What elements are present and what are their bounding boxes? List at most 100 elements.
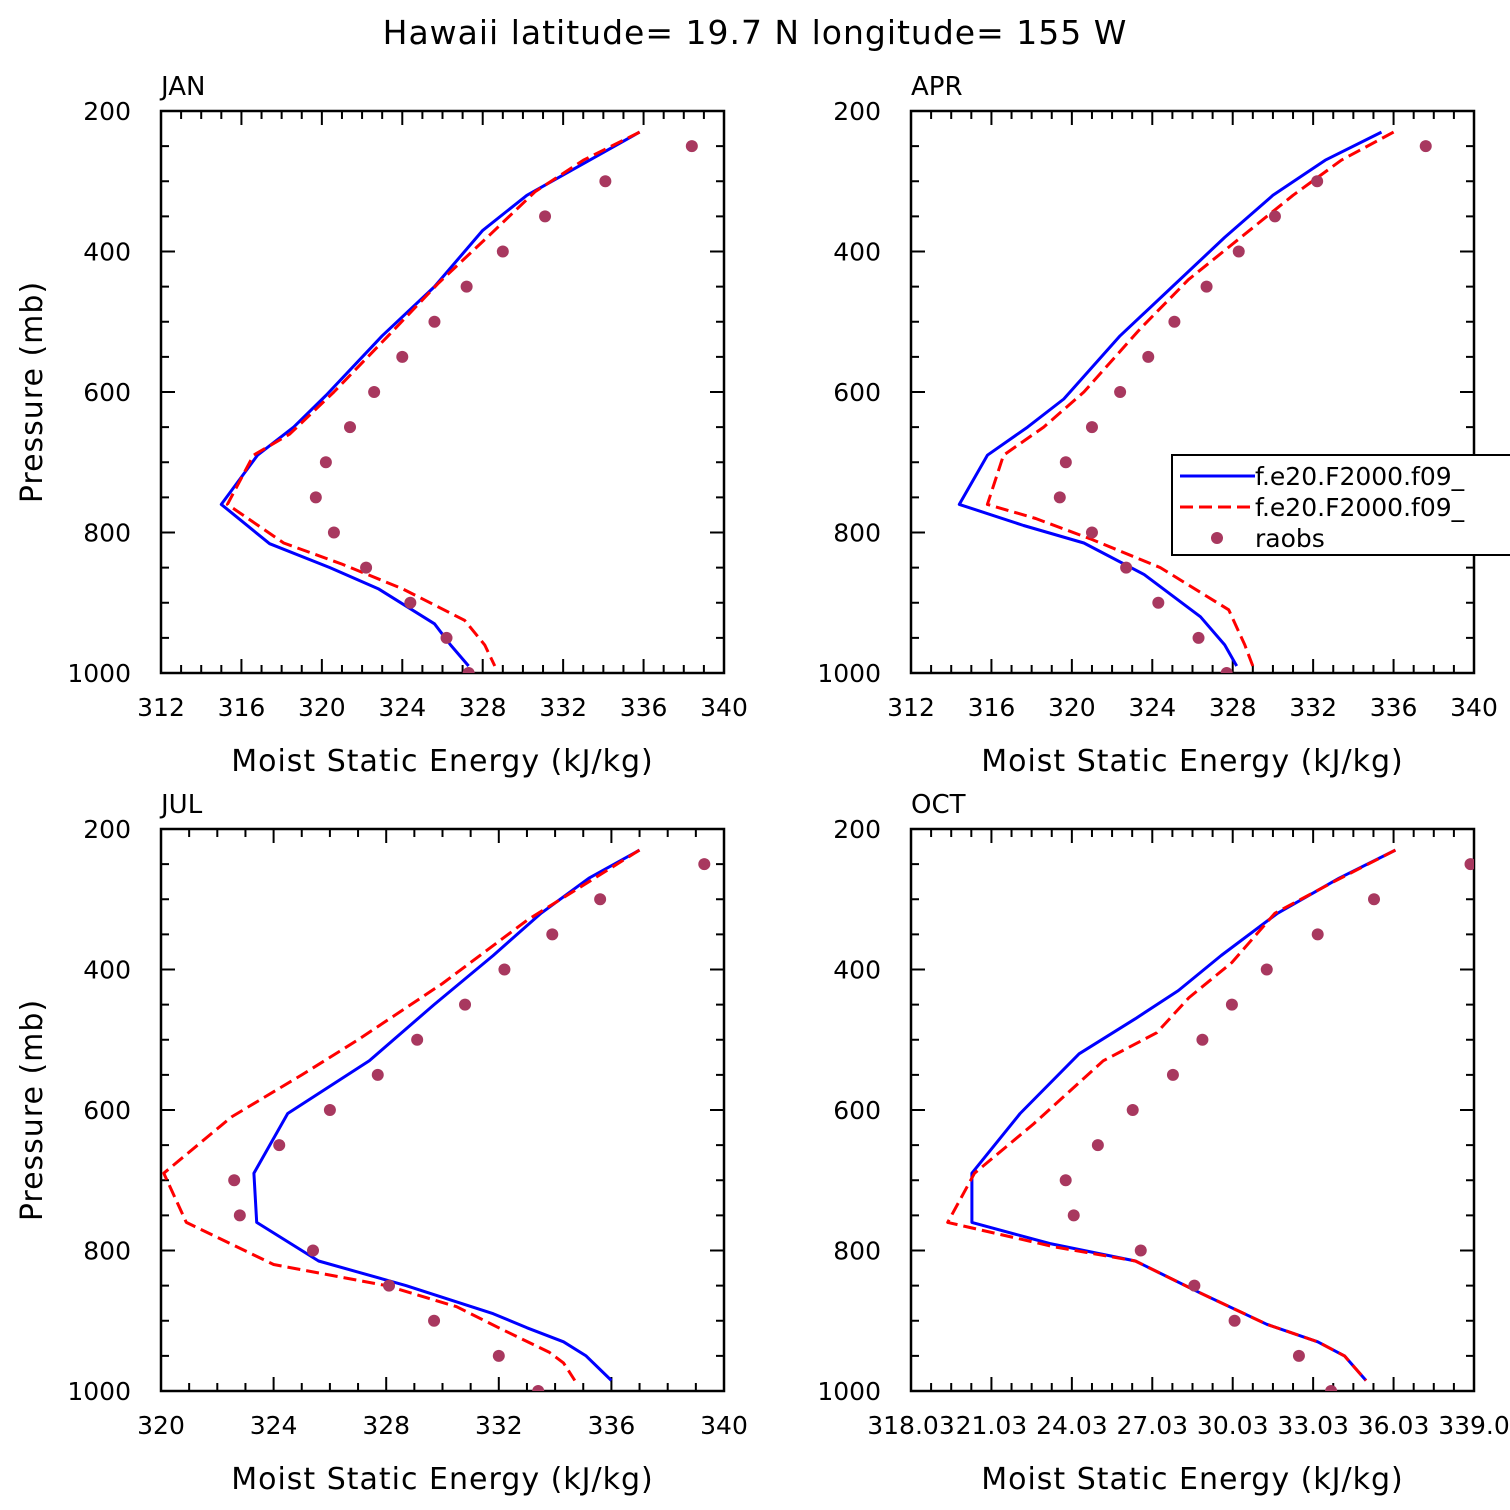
- raobs-point: [698, 858, 711, 871]
- raobs-point: [1166, 1068, 1179, 1081]
- series-line-dashed: [946, 848, 1397, 1382]
- raobs-point: [685, 140, 698, 153]
- x-tick-label: 328: [362, 1411, 410, 1440]
- raobs-point: [344, 421, 357, 434]
- series-line-dashed: [225, 130, 641, 667]
- raobs-point: [546, 928, 559, 941]
- raobs-point: [539, 210, 552, 223]
- x-tick-label: 324: [378, 693, 426, 722]
- raobs-point: [428, 315, 441, 328]
- x-tick-label: 340: [700, 693, 748, 722]
- figure-title: Hawaii latitude= 19.7 N longitude= 155 W: [383, 13, 1128, 52]
- raobs-point: [411, 1033, 424, 1046]
- y-tick-label: 800: [83, 519, 131, 548]
- raobs-point: [1325, 1385, 1338, 1391]
- series-line-dashed: [162, 848, 641, 1382]
- raobs-point: [1200, 280, 1213, 293]
- raobs-point: [492, 1349, 505, 1362]
- series-line-dashed: [985, 130, 1395, 667]
- series-line-solid: [970, 848, 1397, 1382]
- y-tick-label: 600: [833, 1096, 881, 1125]
- x-axis-label: Moist Static Energy (kJ/kg): [981, 1462, 1404, 1497]
- raobs-point: [1059, 456, 1072, 469]
- x-tick-label: 318.03: [867, 1411, 954, 1440]
- raobs-point: [360, 561, 373, 574]
- series-line-solid: [252, 848, 641, 1382]
- raobs-point: [462, 667, 475, 673]
- y-tick-label: 1000: [67, 1377, 131, 1406]
- raobs-point: [1085, 526, 1098, 539]
- raobs-point: [1368, 893, 1381, 906]
- raobs-point: [440, 631, 453, 644]
- y-tick-label: 1000: [817, 1377, 881, 1406]
- panel-title: OCT: [911, 790, 966, 820]
- legend-swatch-raobs: [1211, 532, 1223, 544]
- x-tick-label: 33.03: [1277, 1411, 1349, 1440]
- x-tick-label: 320: [1048, 693, 1096, 722]
- raobs-point: [1059, 1174, 1072, 1187]
- y-tick-label: 400: [833, 238, 881, 267]
- x-tick-label: 320: [298, 693, 346, 722]
- x-tick-label: 24.03: [1036, 1411, 1108, 1440]
- y-tick-label: 1000: [817, 659, 881, 688]
- raobs-point: [1196, 1033, 1209, 1046]
- raobs-point: [1126, 1104, 1139, 1116]
- y-axis-label: Pressure (mb): [15, 281, 50, 503]
- x-tick-label: 316: [968, 693, 1016, 722]
- plot-frame: [159, 827, 726, 1393]
- raobs-point: [323, 1104, 336, 1116]
- raobs-point: [594, 893, 607, 906]
- y-tick-label: 400: [83, 956, 131, 985]
- x-tick-label: 36.03: [1358, 1411, 1430, 1440]
- y-tick-label: 200: [83, 815, 131, 844]
- raobs-point: [1134, 1244, 1147, 1257]
- raobs-point: [327, 526, 340, 539]
- x-tick-label: 332: [539, 693, 587, 722]
- y-tick-label: 600: [83, 378, 131, 407]
- y-tick-label: 400: [83, 238, 131, 267]
- plot-area: [957, 130, 1432, 673]
- panel-apr: APR 312 316 320 324 328 332 336 340 200 400 600 800 1…: [817, 72, 1497, 779]
- legend-label: raobs: [1255, 524, 1325, 553]
- x-tick-label: 320: [137, 1411, 185, 1440]
- x-tick-label: 328: [459, 693, 507, 722]
- x-tick-label: 328: [1209, 693, 1257, 722]
- y-tick-label: 800: [833, 1237, 881, 1266]
- plot-area: [162, 848, 711, 1391]
- x-tick-label: 312: [887, 693, 935, 722]
- panel-title: JUL: [159, 790, 203, 820]
- legend-box: [1171, 454, 1510, 556]
- raobs-point: [1053, 491, 1066, 504]
- raobs-point: [1228, 1314, 1241, 1327]
- raobs-point: [1232, 245, 1245, 258]
- y-tick-label: 600: [83, 1096, 131, 1125]
- raobs-point: [1114, 386, 1127, 398]
- raobs-point: [496, 245, 509, 258]
- raobs-point: [371, 1068, 384, 1081]
- series-raobs: [1059, 858, 1474, 1391]
- x-tick-label: 336: [1370, 693, 1418, 722]
- raobs-point: [1142, 350, 1155, 363]
- y-tick-label: 600: [833, 378, 881, 407]
- series-raobs: [228, 858, 711, 1391]
- raobs-point: [1168, 315, 1181, 328]
- y-tick-label: 200: [83, 97, 131, 126]
- raobs-point: [1085, 421, 1098, 434]
- y-tick-label: 1000: [67, 659, 131, 688]
- x-tick-label: 336: [588, 1411, 636, 1440]
- legend-label: f.e20.F2000.f09_: [1255, 493, 1465, 522]
- raobs-point: [1152, 596, 1165, 609]
- raobs-point: [307, 1244, 320, 1257]
- panel-jan: JAN 312 316 320 324 328 332 336 340 200 400 600 800 1…: [15, 72, 748, 779]
- raobs-point: [460, 280, 473, 293]
- raobs-point: [368, 386, 381, 398]
- raobs-point: [228, 1174, 241, 1187]
- raobs-point: [459, 998, 472, 1011]
- raobs-point: [383, 1279, 396, 1292]
- raobs-point: [1419, 140, 1432, 153]
- raobs-point: [1120, 561, 1133, 574]
- raobs-point: [396, 350, 409, 363]
- panel-oct: OCT 318.03 21.03 24.03 27.03 30.03 33.03 36.03 3…: [817, 790, 1509, 1497]
- raobs-point: [273, 1139, 286, 1152]
